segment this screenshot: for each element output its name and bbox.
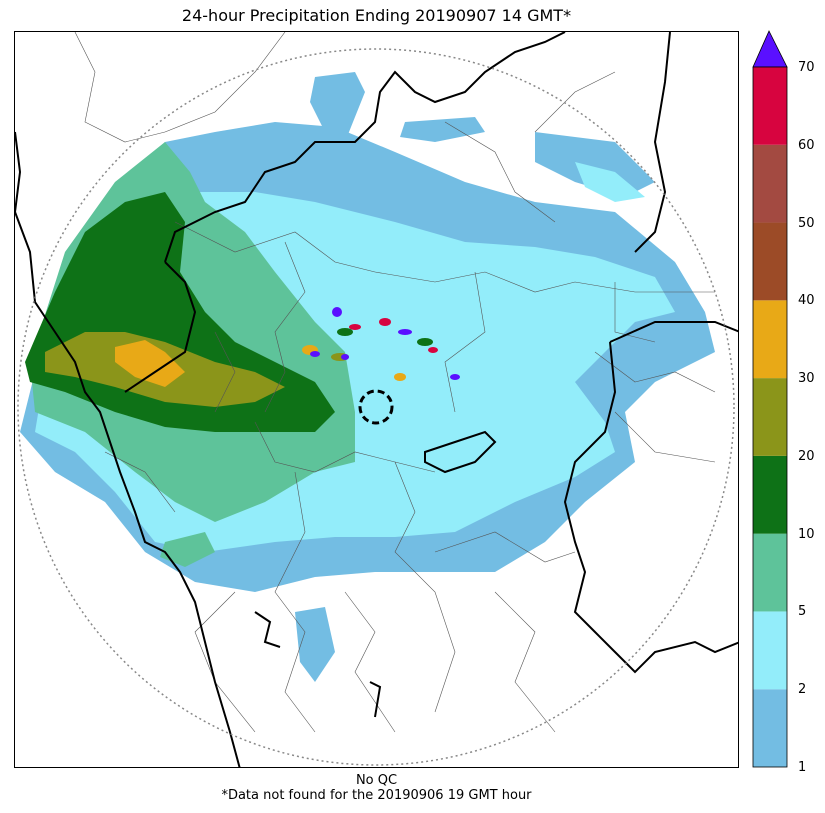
colorbar-segment	[753, 689, 787, 767]
precipitation-field	[20, 72, 715, 682]
colorbar-segment	[753, 378, 787, 456]
precip-30-40	[115, 340, 185, 387]
radar-map	[14, 31, 739, 768]
data-note: *Data not found for the 20190906 19 GMT …	[221, 788, 532, 803]
colorbar-segment	[753, 455, 787, 534]
colorbar-tick-label: 60	[798, 137, 815, 153]
colorbar-tick-label: 30	[798, 371, 815, 387]
colorbar-tick-label: 40	[798, 293, 815, 309]
colorbar-extend-arrow	[752, 30, 788, 68]
precipitation-colorbar	[752, 30, 788, 768]
colorbar-tick-label: 2	[798, 682, 807, 698]
state-boundaries	[15, 32, 738, 767]
radar-site-marker	[358, 389, 394, 425]
colorbar-segment	[753, 144, 787, 223]
map-title: 24-hour Precipitation Ending 20190907 14…	[181, 6, 572, 25]
qc-status: No QC	[355, 773, 398, 788]
convective-cells	[302, 307, 460, 381]
colorbar-segment	[753, 300, 787, 379]
colorbar-segment	[753, 533, 787, 612]
colorbar-tick-label: 20	[798, 448, 815, 464]
colorbar-tick-label: 1	[798, 760, 807, 775]
colorbar-tick-label: 10	[798, 526, 815, 542]
colorbar-segment	[753, 67, 787, 145]
range-ring	[17, 48, 735, 766]
colorbar-tick-label: 5	[798, 604, 807, 620]
colorbar-tick-label: 50	[798, 215, 815, 231]
colorbar-segment	[753, 611, 787, 690]
colorbar-segment	[753, 222, 787, 301]
colorbar-tick-label: 70	[798, 60, 815, 75]
